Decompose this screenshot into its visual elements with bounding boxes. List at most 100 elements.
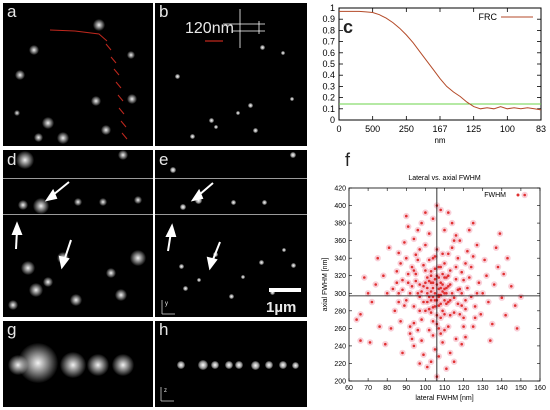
scatter-point	[475, 243, 479, 247]
scatter-point	[500, 296, 504, 299]
frc-series-line	[339, 10, 542, 111]
scatter-point	[410, 337, 414, 341]
scatter-point	[418, 283, 421, 286]
scatter-point	[443, 299, 446, 302]
scatter-x-tick-label: 60	[345, 385, 353, 392]
scatter-point	[448, 351, 452, 355]
scatter-point	[433, 348, 437, 351]
scatter-point	[406, 272, 410, 276]
scatter-point	[416, 328, 420, 332]
scatter-point	[420, 290, 423, 293]
scatter-point	[504, 313, 507, 317]
fluorescent-spot	[91, 96, 101, 106]
scatter-x-tick-label: 150	[515, 385, 527, 392]
scatter-y-tick-label: 360	[334, 238, 346, 245]
scatter-point	[420, 318, 423, 321]
scatter-y-tick-label: 380	[334, 221, 346, 228]
scatter-point	[445, 292, 448, 295]
fluorescent-spot	[258, 259, 264, 265]
scatter-point	[424, 269, 427, 272]
scatter-x-tick-label: 70	[364, 385, 372, 392]
scatter-legend-marker	[516, 193, 520, 197]
scatter-point	[468, 276, 471, 279]
scatter-point	[443, 276, 446, 279]
scatter-point	[426, 365, 429, 369]
scatter-point	[466, 249, 469, 253]
scatter-point	[462, 278, 465, 282]
scatter-point	[439, 286, 442, 290]
fluorescent-spot	[33, 132, 43, 142]
scatter-point	[431, 286, 435, 290]
frc-chart: 00.10.2 0.30.40.50.60.7 0.80.91 0 500 250 167 1…	[322, 3, 546, 145]
scatter-point	[448, 299, 452, 302]
scatter-point	[460, 292, 463, 295]
scatter-point	[447, 300, 450, 304]
fluorescent-spot	[70, 294, 82, 306]
scatter-point	[450, 221, 454, 225]
scatter-point	[418, 309, 421, 313]
scatter-y-tick-label: 240	[334, 343, 346, 350]
scatter-point	[473, 316, 477, 320]
frc-x-tick-label: 500	[365, 124, 380, 134]
arrow-d-1-head	[44, 188, 58, 202]
scatter-x-tick-label: 160	[534, 385, 546, 392]
scatter-point	[370, 300, 374, 304]
scatter-point	[510, 285, 513, 288]
fluorescent-spot	[57, 132, 69, 144]
measurement-marker	[223, 9, 265, 48]
scatter-point	[445, 302, 448, 306]
fluorescent-spot	[261, 199, 267, 205]
scatter-point	[441, 252, 444, 256]
scatter-point	[414, 279, 418, 283]
scatter-point	[437, 327, 441, 330]
scatter-point	[427, 258, 431, 262]
fluorescent-spot	[177, 361, 185, 369]
fluorescent-spot	[197, 278, 201, 282]
frc-y-tick-label: 0	[330, 115, 335, 125]
frc-x-tick-label: 125	[466, 124, 481, 134]
fluorescent-spot	[42, 117, 54, 129]
scatter-point	[460, 270, 463, 274]
scatter-point	[454, 337, 458, 341]
scatter-point	[479, 313, 483, 316]
scatter-point	[481, 292, 484, 295]
scatter-point	[491, 322, 494, 326]
scatter-point	[464, 299, 467, 302]
scatter-point	[393, 309, 397, 313]
fluorescent-spot	[189, 133, 195, 139]
scatter-point	[437, 276, 441, 279]
scatter-point	[496, 265, 500, 269]
scatter-point	[359, 339, 362, 342]
scatter-point	[426, 286, 429, 290]
scatter-y-tick-label: 300	[334, 291, 346, 298]
scatter-point	[452, 311, 456, 314]
arrow-d-1	[52, 181, 70, 196]
frc-y-tick-label: 0.8	[322, 25, 335, 35]
scatter-legend-label: FWHM	[484, 192, 506, 199]
fluorescent-spot	[118, 150, 128, 160]
scatter-point	[427, 307, 431, 311]
scatter-point	[399, 262, 402, 265]
scatter-x-tick-label: 80	[383, 385, 391, 392]
scatter-point	[433, 292, 437, 295]
scatter-point	[447, 252, 450, 256]
fluorescent-spot	[29, 283, 43, 297]
scatter-point	[406, 225, 410, 228]
scatter-point	[447, 325, 450, 328]
scatter-point	[477, 281, 481, 284]
panel-e-image: 1µm y e	[155, 150, 307, 317]
scatter-point	[460, 304, 463, 307]
scatter-point	[431, 320, 435, 323]
fluorescent-spot	[252, 127, 258, 133]
fluorescent-spot	[290, 97, 294, 101]
scatter-point	[462, 316, 465, 320]
frc-y-tick-label: 0.2	[322, 93, 335, 103]
scatter-point	[433, 267, 437, 270]
fluorescent-spot	[230, 199, 236, 205]
scatter-point	[408, 292, 412, 295]
fluorescent-spot	[194, 196, 202, 204]
scatter-point	[523, 193, 526, 197]
scatter-point	[471, 255, 475, 258]
fluorescent-spot	[101, 125, 111, 135]
scatter-point	[401, 288, 404, 292]
